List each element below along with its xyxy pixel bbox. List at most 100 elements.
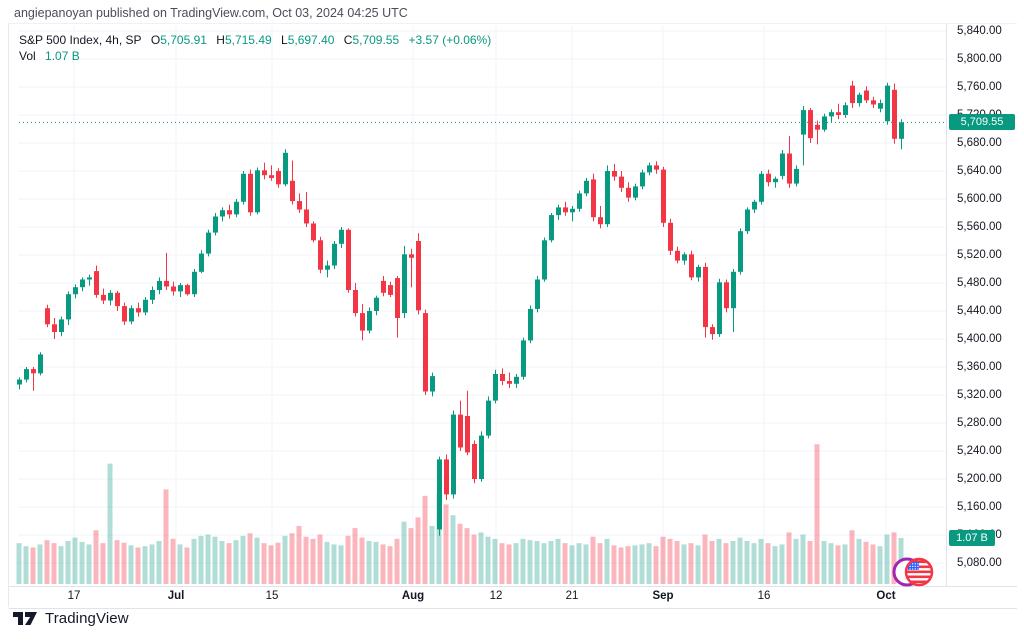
volume-bar (93, 530, 99, 584)
candle-body (388, 285, 393, 295)
last-volume-label: 1.07 B (949, 529, 995, 546)
candle-body (633, 186, 638, 198)
candle-body (759, 173, 764, 202)
candle-body (297, 201, 302, 210)
candle-body (724, 282, 729, 309)
ohlc-high-key: H (216, 33, 225, 47)
candle-body (430, 376, 435, 392)
candle-body (290, 180, 295, 202)
volume-bar (849, 530, 855, 584)
volume-bar (583, 544, 589, 584)
ohlc-close-key: C (343, 33, 353, 47)
candle-body (647, 165, 652, 173)
candle-body (528, 308, 533, 341)
price-axis[interactable]: 5,840.005,800.005,760.005,720.005,680.00… (946, 24, 1018, 586)
candle-body (500, 374, 505, 381)
legend-row-volume: Vol 1.07 B (19, 48, 491, 64)
candle-body (717, 282, 722, 335)
candle-body (815, 124, 820, 130)
price-tick-label: 5,760.00 (957, 81, 1002, 93)
price-tick-label: 5,440.00 (957, 305, 1002, 317)
candle-body (808, 110, 813, 139)
price-tick-label: 5,200.00 (957, 473, 1002, 485)
volume-bar (205, 534, 211, 584)
candle-body (437, 459, 442, 530)
volume-bar (30, 547, 36, 584)
candle-body (605, 171, 610, 225)
candle-body (402, 254, 407, 314)
candle-body (696, 266, 701, 278)
volume-bar (744, 541, 750, 584)
candle-body (745, 209, 750, 232)
volume-bar (51, 543, 57, 584)
volume-bar (555, 538, 561, 584)
volume-bar (128, 545, 134, 584)
candle-body (535, 279, 540, 309)
candle-body (283, 152, 288, 185)
volume-bar (597, 543, 603, 584)
time-tick-label: 12 (489, 590, 503, 602)
volume-bar (835, 545, 841, 584)
volume-bar (58, 546, 64, 584)
volume-bar (681, 544, 687, 584)
time-axis[interactable]: 17 Jul 15 Aug 12 21 Sep 16 Oct (9, 586, 1017, 609)
candle-body (325, 265, 330, 270)
volume-bar (261, 543, 267, 584)
candle-body (122, 306, 127, 322)
candle-body (241, 173, 246, 202)
volume-bar (562, 543, 568, 584)
volume-bar (478, 532, 484, 584)
tradingview-branding[interactable]: TradingView (13, 610, 129, 627)
sp-flag-badge-icon (892, 557, 934, 587)
candle-body (101, 294, 106, 301)
candle-body (423, 313, 428, 392)
volume-bar (625, 546, 631, 584)
volume-bar (240, 535, 246, 584)
candle-body (878, 103, 883, 109)
price-tick-label: 5,560.00 (957, 221, 1002, 233)
volume-bar (394, 538, 400, 584)
candlestick-chart[interactable] (9, 24, 946, 586)
volume-bar (429, 525, 435, 584)
candle-body (94, 271, 99, 295)
volume-bar (338, 545, 344, 584)
volume-bar (702, 534, 708, 584)
candle-body (822, 116, 827, 130)
candle-body (465, 416, 470, 453)
volume-bar (807, 541, 813, 584)
volume-bar (408, 528, 414, 584)
price-tick-label: 5,280.00 (957, 417, 1002, 429)
candle-body (710, 327, 715, 335)
candle-body (24, 369, 29, 380)
price-tick-label: 5,520.00 (957, 249, 1002, 261)
volume-bar (751, 543, 757, 584)
price-tick-label: 5,240.00 (957, 445, 1002, 457)
volume-bar (870, 544, 876, 584)
volume-bar (23, 546, 29, 584)
volume-bar (142, 546, 148, 584)
time-tick-label: 15 (265, 590, 279, 602)
candle-body (332, 243, 337, 266)
volume-bar (814, 444, 820, 584)
volume-bar (604, 538, 610, 584)
candle-body (521, 340, 526, 377)
volume-bar (415, 517, 421, 584)
candle-body (171, 286, 176, 292)
candle-body (570, 208, 575, 213)
candle-body (318, 240, 323, 270)
change-value: +3.57 (+0.06%) (408, 33, 492, 47)
volume-bar (464, 528, 470, 584)
volume-bar (345, 535, 351, 584)
candle-body (458, 414, 463, 448)
volume-bar (296, 525, 302, 584)
tradingview-logo-icon (13, 612, 37, 625)
volume-bar (891, 532, 897, 584)
candle-body (115, 292, 120, 307)
candle-body (136, 308, 141, 313)
candle-body (843, 105, 848, 115)
chart-legend[interactable]: S&P 500 Index, 4h, SP O5,705.91 H5,715.4… (19, 32, 491, 64)
volume-bar (268, 545, 274, 584)
candle-body (738, 231, 743, 272)
candle-body (213, 216, 218, 233)
candle-body (339, 229, 344, 244)
